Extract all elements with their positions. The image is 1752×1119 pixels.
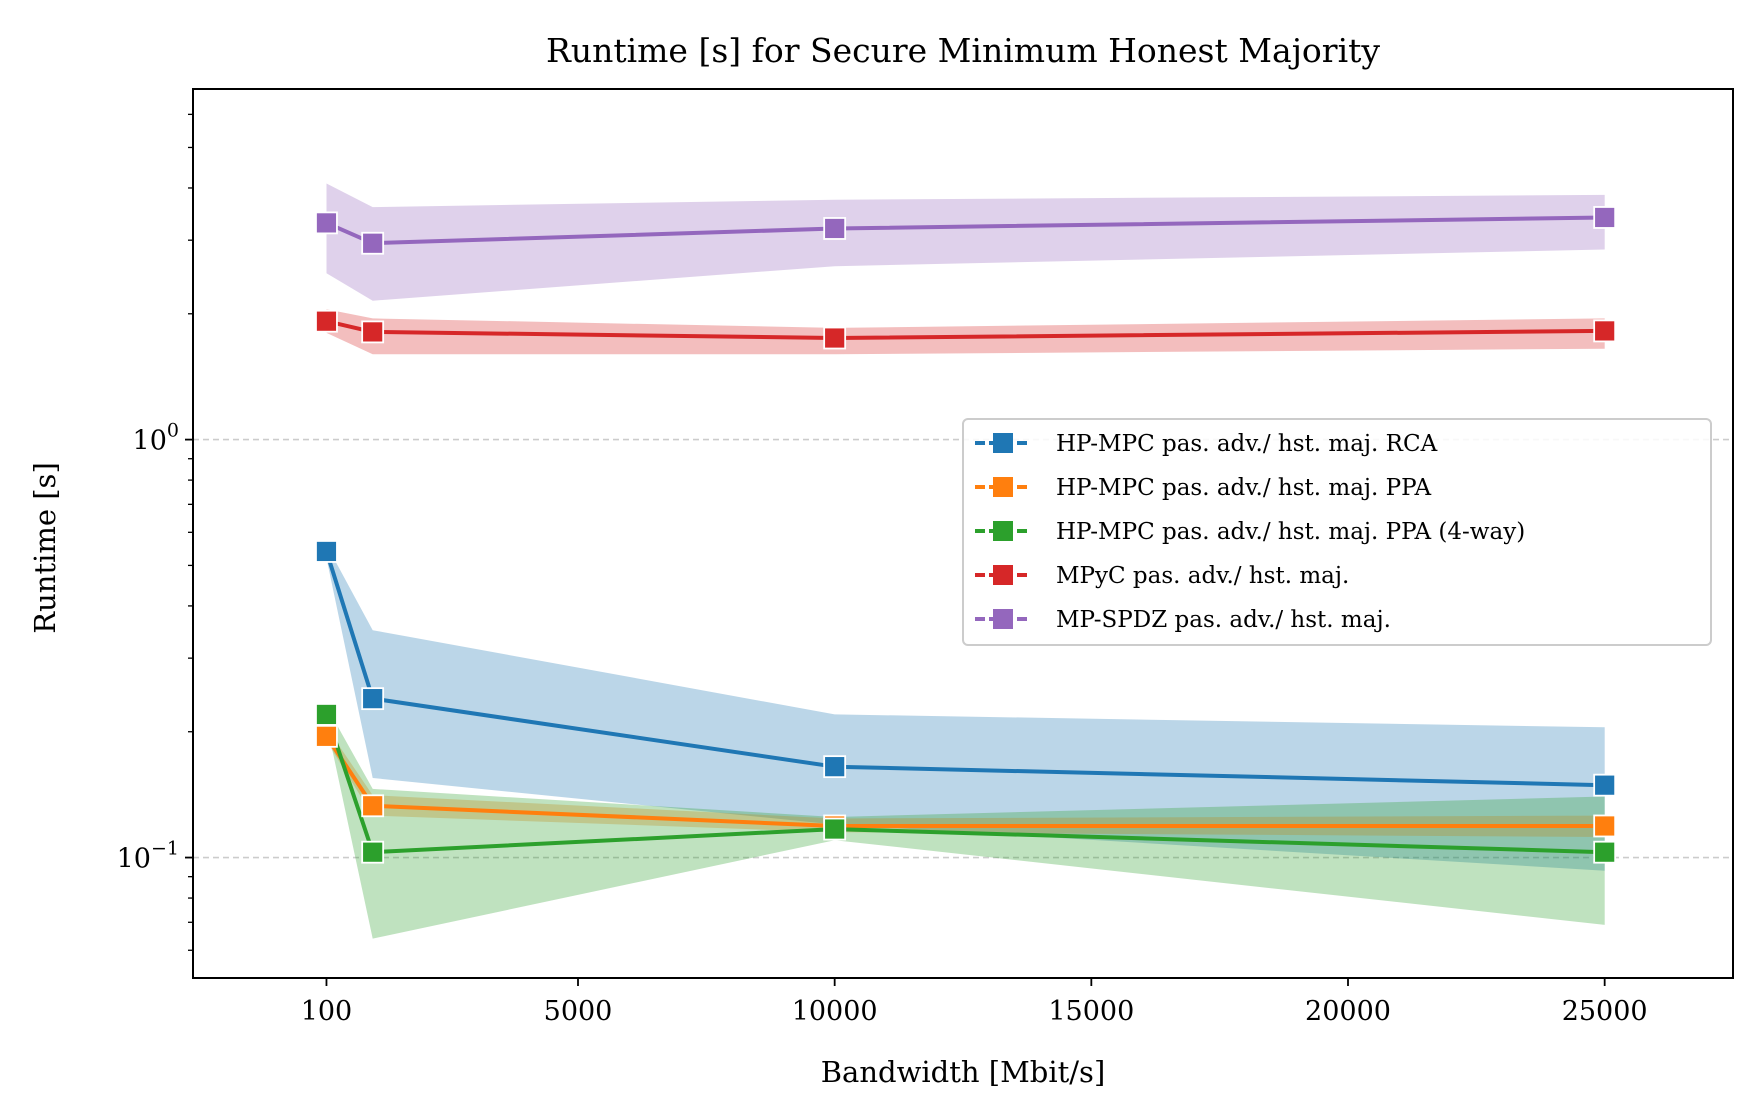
- confidence-bands: [326, 183, 1605, 939]
- x-tick-label-1: 5000: [544, 996, 613, 1027]
- marker-series-3-point-2: [823, 326, 847, 350]
- series-lines: [324, 215, 1605, 855]
- marker-series-3-point-3: [1593, 319, 1617, 343]
- x-axis-ticks: 100 5000 10000 15000 20000 25000: [301, 978, 1648, 1027]
- marker-series-2-point-1: [361, 840, 385, 864]
- line-series-4: [325, 215, 1605, 246]
- x-tick-label-2: 10000: [792, 996, 878, 1027]
- marker-series-1-point-3: [1593, 814, 1617, 838]
- marker-series-4-point-1: [361, 231, 385, 255]
- marker-series-2-point-3: [1593, 840, 1617, 864]
- y-axis-ticks: 10−1 100: [117, 113, 193, 951]
- legend-label-1: HP-MPC pas. adv./ hst. maj. PPA: [1056, 475, 1432, 501]
- x-axis-label: Bandwidth [Mbit/s]: [821, 1055, 1106, 1089]
- y-tick-label-0: 10−1: [117, 838, 179, 875]
- chart-title: Runtime [s] for Secure Minimum Honest Ma…: [546, 31, 1380, 70]
- marker-series-0-point-3: [1593, 773, 1617, 797]
- legend-marker-0: [993, 433, 1013, 453]
- legend-marker-4: [993, 609, 1013, 629]
- band-series-2: [326, 706, 1605, 939]
- legend-label-2: HP-MPC pas. adv./ hst. maj. PPA (4-way): [1056, 519, 1525, 545]
- marker-series-0-point-0: [315, 540, 338, 563]
- line-series-2: [324, 713, 1605, 855]
- marker-series-3-point-0: [315, 309, 338, 333]
- legend-label-0: HP-MPC pas. adv./ hst. maj. RCA: [1056, 431, 1438, 457]
- plot-frame: [192, 88, 1734, 979]
- series-markers: [315, 206, 1617, 864]
- band-series-1: [326, 727, 1605, 837]
- line-series-1: [324, 735, 1605, 828]
- marker-series-1-point-1: [361, 794, 385, 818]
- x-tick-label-4: 20000: [1305, 996, 1391, 1027]
- legend-label-4: MP-SPDZ pas. adv./ hst. maj.: [1056, 607, 1391, 633]
- marker-series-4-point-3: [1593, 206, 1617, 229]
- legend-box: [962, 418, 1712, 646]
- legend-marker-2: [993, 521, 1013, 541]
- band-series-0: [326, 544, 1605, 871]
- band-series-4: [326, 183, 1605, 301]
- x-tick-label-0: 100: [301, 996, 353, 1027]
- legend: HP-MPC pas. adv./ hst. maj. RCA HP-MPC pa…: [962, 418, 1712, 646]
- marker-series-4-point-0: [315, 211, 338, 235]
- x-tick-label-3: 15000: [1048, 996, 1134, 1027]
- marker-series-2-point-0: [315, 703, 338, 726]
- x-tick-label-5: 25000: [1562, 996, 1648, 1027]
- legend-marker-1: [993, 477, 1013, 497]
- marker-series-3-point-1: [361, 320, 385, 344]
- marker-series-0-point-2: [823, 755, 847, 779]
- marker-series-0-point-1: [361, 687, 385, 711]
- marker-series-4-point-2: [823, 217, 847, 240]
- legend-marker-3: [993, 565, 1013, 585]
- y-axis-label: Runtime [s]: [28, 462, 62, 634]
- legend-label-3: MPyC pas. adv./ hst. maj.: [1056, 563, 1349, 589]
- marker-series-1-point-0: [315, 724, 338, 748]
- line-series-0: [324, 550, 1605, 788]
- y-tick-label-1: 100: [133, 420, 179, 457]
- band-series-3: [326, 309, 1605, 355]
- line-series-3: [326, 319, 1605, 340]
- marker-series-2-point-2: [823, 817, 847, 841]
